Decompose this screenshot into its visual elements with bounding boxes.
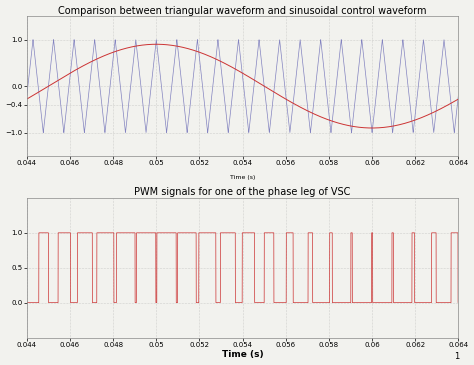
X-axis label: Time (s): Time (s) [222, 350, 264, 360]
Text: 1: 1 [455, 352, 460, 361]
Title: Comparison between triangular waveform and sinusoidal control waveform: Comparison between triangular waveform a… [58, 5, 427, 16]
Title: PWM signals for one of the phase leg of VSC: PWM signals for one of the phase leg of … [135, 187, 351, 197]
X-axis label: Time (s): Time (s) [230, 176, 255, 180]
